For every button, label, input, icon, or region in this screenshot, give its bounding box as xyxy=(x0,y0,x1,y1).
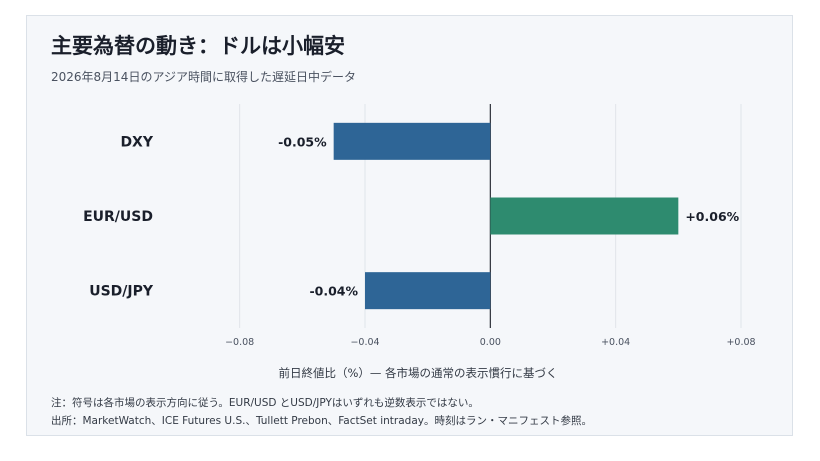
x-tick-label: −0.08 xyxy=(225,337,254,348)
x-tick-label: −0.04 xyxy=(350,337,379,348)
value-label: +0.06% xyxy=(685,209,739,224)
value-label: -0.04% xyxy=(309,284,358,299)
source-line: 出所：MarketWatch、ICE Futures U.S.、Tullett … xyxy=(51,415,592,427)
x-tick-label: 0.00 xyxy=(480,337,501,348)
labels: −0.08 −0.04 0.00 +0.04 +0.08 DXY -0.05% EUR/USD… xyxy=(83,134,755,348)
chart-subtitle: 2026年8月14日のアジア時間に取得した遅延日中データ xyxy=(51,70,356,84)
category-label: USD/JPY xyxy=(89,284,154,300)
bar-dxy xyxy=(333,122,491,160)
chart-card: 主要為替の動き：ドルは小幅安 2026年8月14日のアジア時間に取得した遅延日中… xyxy=(26,15,793,436)
bar-usd-jpy xyxy=(365,272,491,310)
bar-eur-usd xyxy=(490,197,679,235)
chart-title: 主要為替の動き：ドルは小幅安 xyxy=(51,34,345,58)
bars xyxy=(333,122,679,310)
x-axis-label: 前日終値比（%）— 各市場の通常の表示慣行に基づく xyxy=(278,366,557,380)
note-line: 注：符号は各市場の表示方向に従う。EUR/USD とUSD/JPYはいずれも逆数… xyxy=(51,397,479,409)
category-label: EUR/USD xyxy=(83,209,153,225)
category-label: DXY xyxy=(120,134,153,150)
x-tick-label: +0.04 xyxy=(601,337,630,348)
x-tick-label: +0.08 xyxy=(726,337,755,348)
value-label: -0.05% xyxy=(278,134,327,149)
bar-chart: −0.08 −0.04 0.00 +0.04 +0.08 DXY -0.05% EUR/USD… xyxy=(83,104,756,380)
footnotes: 注：符号は各市場の表示方向に従う。EUR/USD とUSD/JPYはいずれも逆数… xyxy=(51,394,592,430)
